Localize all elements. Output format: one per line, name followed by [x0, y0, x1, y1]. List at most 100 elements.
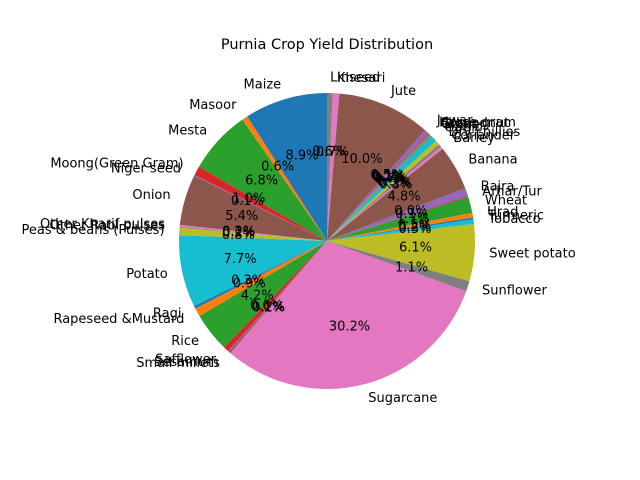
pie-slice: [199, 241, 327, 348]
slice-category-label: Khesari: [337, 71, 385, 86]
slice-category-label: Turmeric: [487, 209, 544, 224]
pie-slice: [230, 241, 467, 390]
slice-category-label: Sunflower: [482, 283, 548, 298]
slice-category-label: Safflower: [155, 353, 216, 368]
pie-slice: [327, 134, 431, 241]
pie-slice: [327, 144, 441, 241]
pie-slice: [327, 93, 426, 241]
slice-category-label: Bajra: [481, 180, 515, 195]
slice-category-label: Moong(Green Gram): [50, 156, 183, 171]
pie-slice: [327, 197, 473, 241]
slice-percent-label: 0.7%: [316, 145, 349, 160]
slice-category-label: Masoor: [189, 98, 237, 113]
pie-slice: [247, 93, 327, 241]
chart-title: Purnia Crop Yield Distribution: [221, 37, 433, 53]
slice-category-label: Ginger: [441, 118, 485, 133]
slice-category-label: Niger seed: [111, 161, 181, 176]
slice-percent-label: 0.1%: [231, 194, 264, 209]
slice-category-label: Barley: [453, 131, 495, 146]
pie-slice: [179, 224, 327, 241]
pie-slice: [194, 166, 327, 241]
slice-category-label: Banana: [468, 153, 517, 168]
pie-slice: [327, 196, 469, 241]
slice-percent-label: 0.8%: [222, 228, 255, 243]
slice-percent-label: 0.1%: [373, 170, 406, 185]
pie-slice: [327, 134, 430, 241]
slice-category-label: Other Kharif pulses: [40, 217, 165, 232]
slice-percent-label: 0.5%: [398, 218, 431, 233]
pie-slice: [327, 212, 474, 241]
pie-slice: [198, 119, 327, 241]
pie-slice: [327, 136, 436, 241]
slice-percent-label: 1.7%: [397, 212, 430, 227]
slice-percent-label: 30.2%: [329, 319, 370, 334]
slice-percent-label: 0.2%: [222, 224, 255, 239]
slice-category-label: Sesamum: [154, 355, 219, 370]
slice-percent-label: 0.1%: [372, 170, 405, 185]
pie-slice: [195, 241, 327, 317]
slice-percent-label: 1.0%: [232, 191, 265, 206]
slice-category-label: Potato: [126, 267, 167, 282]
pie-slice: [327, 223, 476, 282]
pie-slice: [224, 241, 327, 352]
pie-slice: [327, 140, 440, 241]
slice-percent-label: 0.1%: [251, 300, 284, 315]
slice-category-label: Wheat: [485, 194, 527, 209]
pie-slice: [327, 130, 429, 241]
pie-slice: [327, 241, 470, 292]
slice-percent-label: 0.1%: [372, 170, 405, 185]
slice-category-label: Ragi: [153, 306, 182, 321]
pie-slice: [242, 116, 327, 241]
pie-slice: [194, 241, 327, 309]
slice-category-label: Urad: [487, 205, 518, 220]
slice-category-label: Sugarcane: [368, 391, 437, 406]
pie-slice: [327, 135, 432, 241]
slice-category-label: Small millets: [136, 356, 220, 371]
slice-percent-label: 0.5%: [377, 174, 410, 189]
slice-category-label: Mesta: [168, 123, 207, 138]
slice-percent-label: 10.0%: [341, 152, 382, 167]
pie-slices: [179, 93, 476, 390]
slice-percent-label: 6.8%: [245, 173, 278, 188]
slice-percent-label: 0.7%: [374, 172, 407, 187]
slice-percent-label: 0.6%: [250, 298, 283, 313]
slice-category-label: Jowar: [436, 113, 473, 128]
pie-slice: [327, 217, 474, 241]
slice-percent-label: 4.2%: [241, 288, 274, 303]
pie-slice: [327, 219, 475, 241]
slice-category-label: Coriander: [451, 128, 515, 143]
slice-percent-label: 0.6%: [312, 145, 345, 160]
slice-category-label: Other Rabi pulses: [49, 218, 165, 233]
slice-percent-label: 7.7%: [224, 252, 257, 267]
slice-category-label: Jute: [390, 84, 416, 99]
slice-category-label: Horse-gram: [439, 115, 516, 130]
slice-category-label: Linseed: [330, 71, 380, 86]
slice-percent-label: 6.1%: [399, 241, 432, 256]
pie-slice: [194, 175, 327, 241]
slice-percent-label: 0.1%: [222, 225, 255, 240]
slice-percent-label: 0.1%: [395, 207, 428, 222]
pie-slice: [179, 227, 327, 241]
slice-percent-label: 1.1%: [395, 261, 428, 276]
slice-percent-label: 0.5%: [370, 168, 403, 183]
pie-slice: [327, 93, 333, 241]
slice-percent-label: 0.1%: [372, 169, 405, 184]
slice-percent-label: 0.3%: [231, 273, 264, 288]
slice-category-label: Tobacco: [487, 212, 540, 227]
slice-category-label: Dry chillies: [449, 125, 521, 140]
slice-percent-label: 0.2%: [398, 220, 431, 235]
slice-percent-label: 0.3%: [379, 177, 412, 192]
pie-slice: [179, 226, 327, 241]
percent-labels: 8.9%0.6%6.8%1.0%0.1%5.4%0.2%0.1%0.8%7.7%…: [222, 145, 432, 335]
slice-percent-label: 8.9%: [285, 148, 318, 163]
slice-category-label: Rice: [171, 334, 199, 349]
slice-category-label: Garlic: [444, 121, 482, 136]
slice-category-label: Sweet potato: [489, 247, 575, 262]
pie-slice: [327, 148, 466, 241]
pie-slice: [327, 146, 443, 241]
slice-category-label: Peas & beans (Pulses): [21, 223, 164, 238]
slice-percent-label: 4.8%: [388, 189, 421, 204]
slice-category-label: Arhar/Tur: [482, 185, 542, 200]
